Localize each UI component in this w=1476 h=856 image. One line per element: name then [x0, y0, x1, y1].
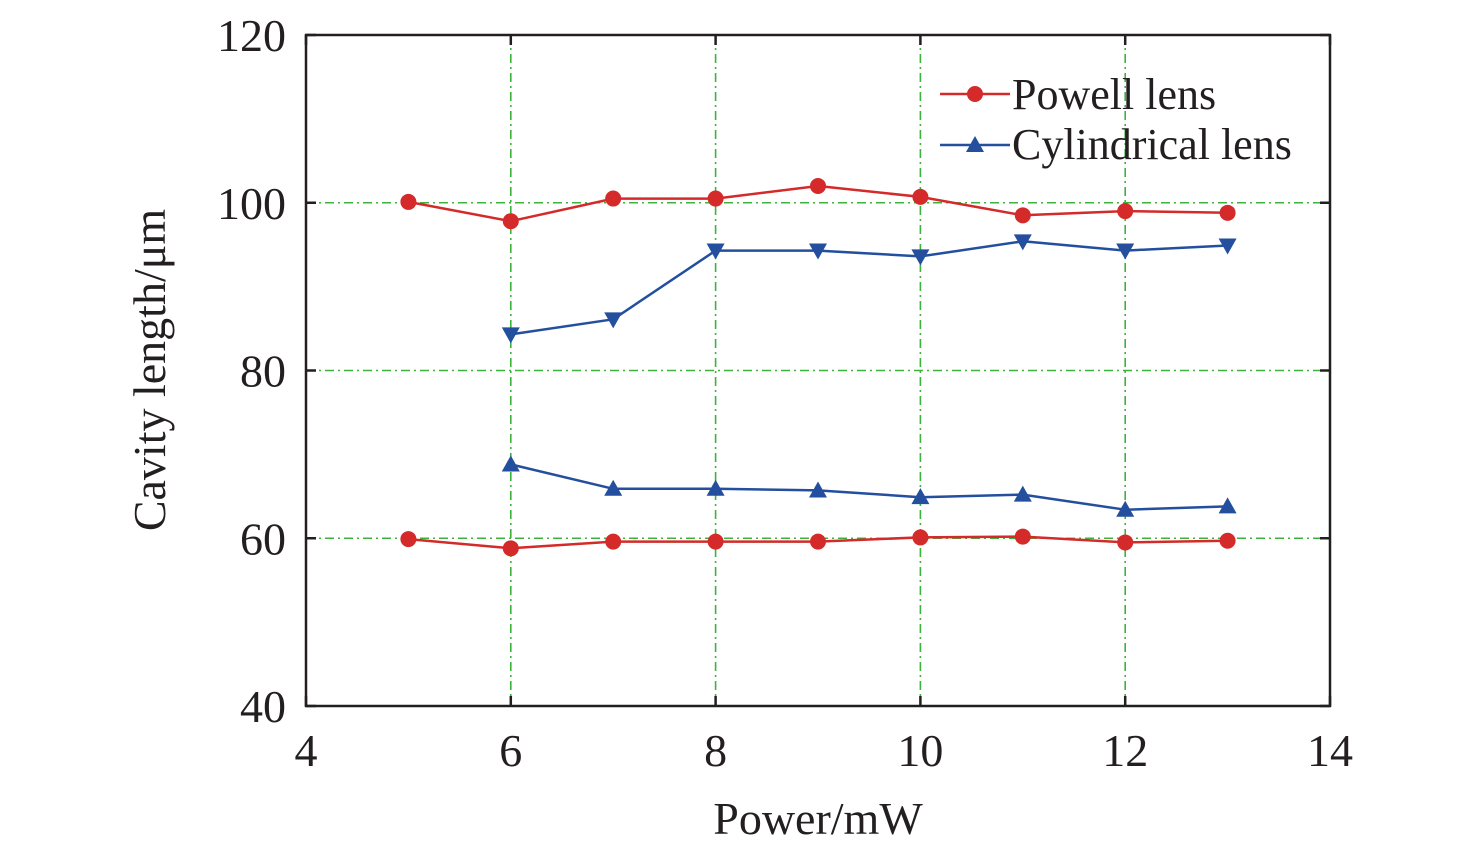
- y-tick-label: 80: [240, 346, 286, 397]
- legend: Powell lens Cylindrical lens: [940, 70, 1292, 169]
- x-tick-label: 6: [499, 725, 522, 776]
- data-point: [502, 213, 519, 230]
- data-point: [400, 193, 417, 210]
- data-point: [1013, 234, 1032, 251]
- data-point: [1218, 238, 1237, 255]
- data-point: [911, 249, 930, 266]
- data-point: [604, 312, 623, 329]
- data-point: [1014, 528, 1031, 545]
- data-point: [1219, 532, 1236, 549]
- y-tick-label: 40: [240, 681, 286, 732]
- series-4: [400, 528, 1236, 557]
- data-point: [707, 190, 724, 207]
- data-point: [605, 190, 622, 207]
- y-axis-title: Cavity length/μm: [124, 209, 175, 532]
- plot-series: [400, 177, 1237, 557]
- legend-marker-powell: [967, 86, 983, 102]
- data-point: [605, 533, 622, 550]
- data-point: [1117, 203, 1134, 220]
- data-point: [1117, 534, 1134, 551]
- x-tick-label: 4: [295, 725, 318, 776]
- data-point: [501, 327, 520, 344]
- data-point: [502, 540, 519, 557]
- data-point: [1014, 207, 1031, 224]
- data-point: [1116, 243, 1135, 260]
- data-point: [1013, 485, 1032, 502]
- grid: [306, 35, 1330, 706]
- y-tick-label: 100: [217, 178, 286, 229]
- axis-tick-labels: 4 6 8 10 12 14 40 60 80 100 120: [217, 10, 1353, 776]
- data-point: [809, 481, 827, 498]
- series-1: [400, 177, 1236, 230]
- data-point: [912, 188, 929, 205]
- y-tick-label: 60: [240, 513, 286, 564]
- data-point: [912, 529, 929, 546]
- series-line: [510, 463, 1228, 511]
- data-point: [707, 533, 724, 550]
- legend-label-cylindrical: Cylindrical lens: [1012, 120, 1292, 169]
- data-point: [810, 533, 826, 550]
- axis-ticks: [304, 33, 1332, 708]
- data-point: [706, 243, 725, 260]
- data-point: [1219, 204, 1236, 221]
- series-3: [501, 455, 1237, 517]
- y-tick-label: 120: [217, 10, 286, 61]
- x-tick-label: 10: [897, 725, 943, 776]
- data-point: [911, 488, 930, 505]
- data-point: [809, 243, 827, 260]
- series-2: [501, 234, 1237, 344]
- x-tick-label: 8: [704, 725, 727, 776]
- data-point: [604, 479, 623, 496]
- data-point: [400, 531, 417, 548]
- data-point: [810, 177, 826, 194]
- data-point: [706, 479, 725, 496]
- data-point: [1116, 500, 1135, 517]
- x-tick-label: 14: [1307, 725, 1353, 776]
- data-point: [501, 455, 520, 472]
- data-point: [1218, 497, 1237, 514]
- series-line: [510, 240, 1228, 336]
- legend-label-powell: Powell lens: [1012, 70, 1216, 119]
- x-tick-label: 12: [1102, 725, 1148, 776]
- x-axis-title: Power/mW: [713, 793, 923, 844]
- legend-marker-cylindrical: [966, 136, 984, 152]
